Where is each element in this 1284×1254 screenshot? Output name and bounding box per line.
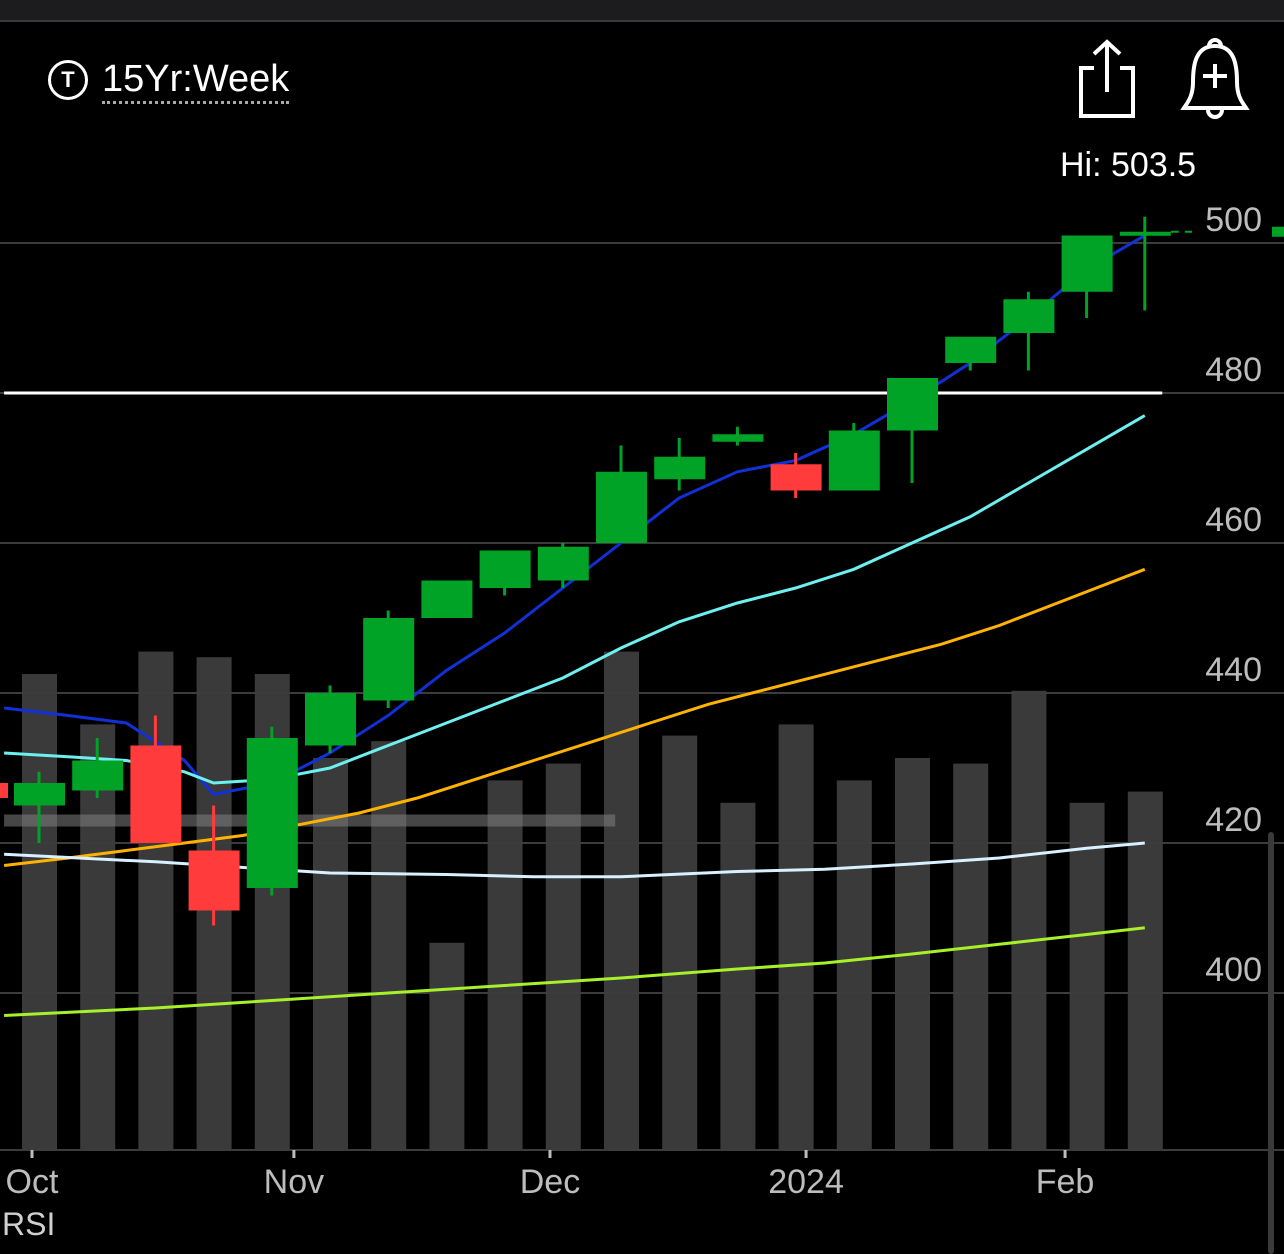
candle [1119, 231, 1171, 236]
x-tick-label: Dec [520, 1163, 580, 1201]
scrollbar[interactable] [1268, 832, 1274, 1254]
x-tick-label: Oct [6, 1163, 59, 1201]
volume-bar [778, 724, 814, 1150]
candle [654, 456, 706, 480]
candle [72, 760, 124, 791]
timeframe-label: 15Yr:Week [102, 57, 290, 104]
y-tick-label: 500 [1205, 201, 1262, 239]
volume-bar [720, 802, 756, 1150]
volume-bar [22, 674, 57, 1150]
candle [305, 693, 356, 746]
candle [1061, 235, 1113, 292]
moving-average-line [4, 414, 1146, 785]
volume-bar [429, 942, 465, 1150]
moving-average-line [4, 926, 1145, 1017]
candle [14, 783, 65, 806]
volume-bar [1127, 791, 1163, 1150]
candle [479, 550, 531, 588]
candle [246, 738, 298, 888]
volume-bar [953, 763, 989, 1150]
y-tick-label: 440 [1205, 651, 1262, 689]
candle [421, 580, 473, 618]
moving-average-line [3, 567, 1146, 867]
top-edge-bar [0, 0, 1284, 22]
candle [130, 745, 182, 843]
candle [828, 430, 880, 491]
high-price-label: Hi: 503.5 [1060, 146, 1197, 184]
volume-bar [487, 780, 523, 1150]
candle [887, 378, 938, 431]
volume-bar [836, 780, 872, 1150]
candle [712, 434, 764, 442]
candle [363, 618, 415, 701]
candle [188, 850, 240, 911]
x-tick-label: Feb [1036, 1163, 1095, 1201]
y-tick-label: 420 [1205, 801, 1262, 839]
volume-bar [604, 651, 639, 1150]
volume-bar [545, 763, 581, 1150]
rsi-indicator-label[interactable]: RSI [2, 1206, 56, 1242]
candle [770, 464, 822, 491]
y-tick-label: 460 [1205, 501, 1262, 539]
candle [945, 336, 997, 363]
volume-bar [1011, 690, 1047, 1150]
last-price-tag [1272, 226, 1284, 237]
add-alert-bell-icon [1180, 38, 1250, 119]
x-tick-label: 2024 [768, 1163, 844, 1201]
share-button[interactable] [1070, 38, 1146, 124]
add-alert-button[interactable] [1178, 38, 1254, 124]
candle [596, 471, 647, 543]
candle [1003, 299, 1055, 333]
candle [537, 546, 589, 581]
y-tick-label: 400 [1205, 951, 1262, 989]
volume-bar [1069, 802, 1105, 1150]
timeframe-icon: T [48, 60, 88, 100]
y-tick-label: 480 [1205, 351, 1262, 389]
timeframe-selector[interactable]: T 15Yr:Week [48, 55, 290, 105]
candle [0, 783, 8, 798]
x-tick-label: Nov [264, 1163, 324, 1201]
share-icon [1079, 39, 1135, 118]
volume-bar [662, 735, 698, 1150]
